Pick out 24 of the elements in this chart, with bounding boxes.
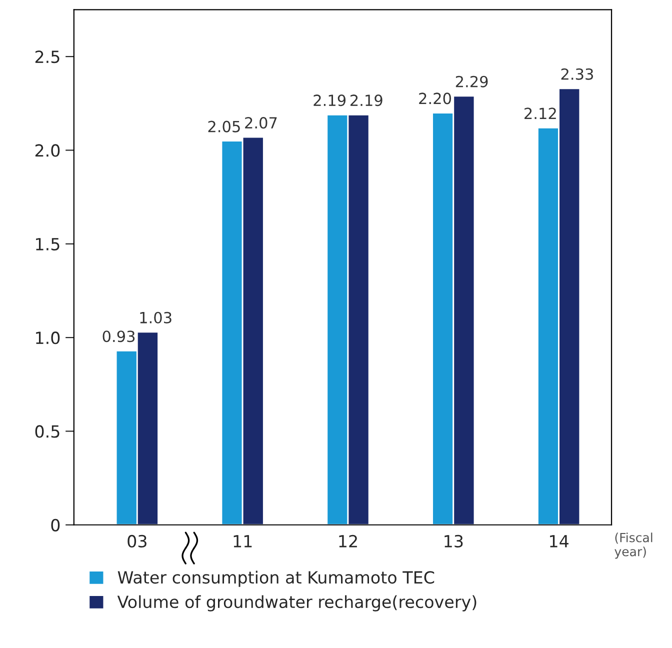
data-label: 2.29 [456, 76, 488, 88]
x-axis-title: (Fiscal year) [614, 532, 652, 559]
legend-label: Volume of groundwater recharge(recovery) [117, 595, 476, 612]
data-label: 2.07 [245, 117, 277, 129]
x-tick-label: 13 [444, 534, 463, 548]
y-tick-label: 2.5 [35, 50, 60, 64]
y-tick-label: 1.0 [36, 332, 60, 344]
y-tick-label: 0.5 [35, 425, 60, 438]
x-tick-label: 11 [234, 535, 252, 548]
data-label: 2.20 [419, 92, 451, 104]
y-tick-label: 0 [51, 518, 60, 532]
data-label: 0.93 [102, 330, 135, 342]
data-label: 2.19 [314, 94, 346, 106]
x-tick-label: 03 [128, 534, 146, 548]
data-label: 1.03 [140, 312, 172, 324]
data-label: 2.33 [561, 68, 593, 80]
x-tick-label: 12 [339, 534, 357, 548]
x-tick-label: 14 [550, 535, 568, 548]
data-label: 2.05 [208, 120, 240, 132]
data-label: 2.19 [350, 94, 382, 106]
data-label: 2.12 [524, 108, 556, 120]
legend-label: Water consumption at Kumamoto TEC [118, 570, 434, 587]
y-tick-label: 2.0 [35, 144, 60, 157]
y-tick-label: 1.5 [36, 238, 60, 250]
